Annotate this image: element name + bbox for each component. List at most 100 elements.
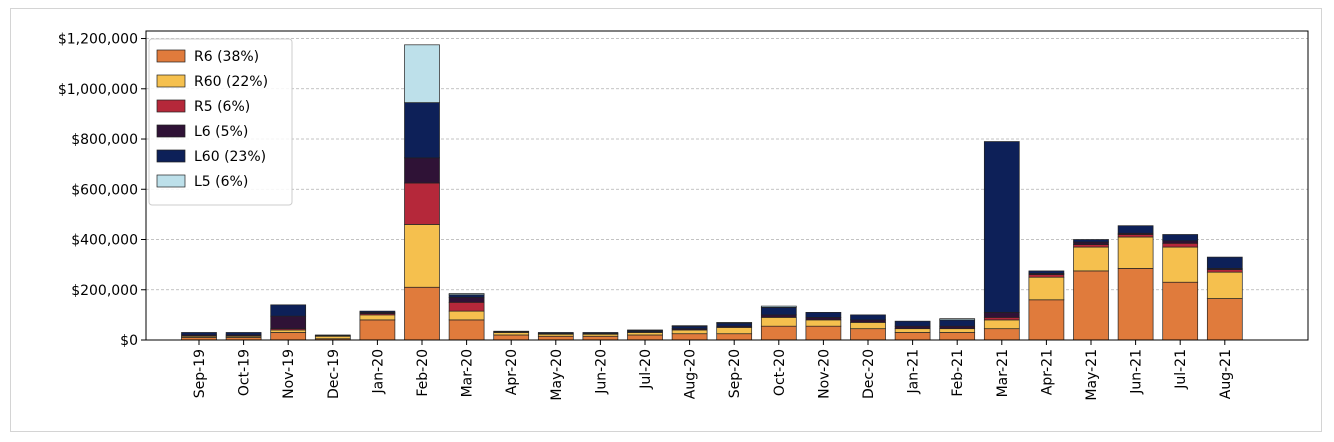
bar-segment bbox=[1073, 270, 1109, 341]
bar-segment bbox=[1117, 225, 1154, 234]
x-tick-label: May-21 bbox=[1084, 349, 1100, 401]
bar-segment bbox=[760, 306, 797, 316]
bar-segment bbox=[1028, 274, 1065, 278]
bar-segment bbox=[314, 335, 351, 340]
x-tick-label: May-20 bbox=[549, 349, 565, 401]
bar-segment bbox=[983, 319, 1020, 330]
bar-segment bbox=[983, 317, 1020, 321]
bar-segment bbox=[225, 332, 262, 336]
bar-segment bbox=[270, 315, 307, 330]
bar-segment bbox=[582, 335, 619, 341]
bar-segment bbox=[805, 319, 842, 327]
y-tick-label: $1,200,000 bbox=[58, 32, 138, 48]
bar-segment bbox=[448, 319, 485, 341]
bar-segment bbox=[448, 301, 485, 312]
x-tick-label: Feb-20 bbox=[415, 349, 431, 397]
y-tick-label: $600,000 bbox=[71, 182, 138, 198]
bar-segment bbox=[270, 304, 307, 317]
bar-segment bbox=[448, 293, 485, 296]
legend-swatch bbox=[156, 174, 186, 188]
bar-segment bbox=[359, 310, 396, 313]
x-tick-label: Aug-21 bbox=[1218, 349, 1234, 399]
x-tick-label: Nov-20 bbox=[816, 349, 832, 399]
plot-border bbox=[145, 30, 1309, 341]
bar-segment bbox=[627, 329, 663, 331]
bar-segment bbox=[448, 310, 485, 321]
bar-segment bbox=[1206, 256, 1243, 269]
bar-segment bbox=[1162, 242, 1199, 248]
x-tick-label: Dec-19 bbox=[326, 349, 342, 399]
legend-swatch bbox=[156, 149, 186, 163]
bar-segment bbox=[716, 327, 753, 335]
bar-segment bbox=[894, 325, 931, 330]
x-tick-label: Jun-20 bbox=[593, 349, 609, 395]
bar-segment bbox=[1117, 268, 1154, 341]
bar-segment bbox=[1206, 271, 1243, 299]
bar-segment bbox=[1073, 246, 1109, 272]
bar-segment bbox=[1206, 298, 1243, 341]
x-tick-label: Oct-19 bbox=[237, 349, 253, 396]
bar-segment bbox=[537, 332, 574, 334]
bar-segment bbox=[1162, 234, 1199, 242]
legend-entry-label: L6 (5%) bbox=[194, 124, 248, 140]
legend-entry-label: R60 (22%) bbox=[194, 74, 268, 90]
bar-segment bbox=[805, 317, 842, 321]
bar-segment bbox=[359, 319, 396, 341]
bar-segment bbox=[493, 332, 530, 336]
bar-segment bbox=[760, 305, 797, 308]
bar-segment bbox=[716, 333, 753, 341]
bar-segment bbox=[760, 325, 797, 341]
bar-segment bbox=[805, 325, 842, 341]
bar-segment bbox=[850, 328, 886, 341]
x-tick-label: Nov-19 bbox=[281, 349, 297, 399]
legend-entry-label: R5 (6%) bbox=[194, 99, 250, 115]
bar-segment bbox=[1117, 236, 1154, 269]
y-tick-label: $200,000 bbox=[71, 283, 138, 299]
y-tick-label: $800,000 bbox=[71, 132, 138, 148]
bar-segment bbox=[983, 328, 1020, 341]
x-tick-label: Apr-20 bbox=[504, 349, 520, 395]
bar-segment bbox=[627, 332, 663, 336]
bar-segment bbox=[493, 334, 530, 341]
bar-segment bbox=[314, 334, 351, 337]
bar-segment bbox=[671, 325, 708, 330]
bar-segment bbox=[448, 294, 485, 298]
bar-segment bbox=[850, 322, 886, 330]
bar-segment bbox=[805, 312, 842, 318]
bar-segment bbox=[1162, 281, 1199, 341]
x-tick-label: Jul-21 bbox=[1173, 349, 1189, 390]
bar-segment bbox=[404, 182, 440, 225]
bar-segment bbox=[404, 224, 440, 288]
y-axis: $0 $200,000 $400,000 $600,000 $800,000 $1,000… bbox=[58, 32, 146, 349]
x-tick-label: Oct-20 bbox=[772, 349, 788, 396]
y-tick-label: $1,000,000 bbox=[58, 82, 138, 98]
stacked-bar-chart: $0 $200,000 $400,000 $600,000 $800,000 $1,000… bbox=[58, 30, 1309, 401]
bar-segment bbox=[939, 318, 976, 321]
bar-segment bbox=[404, 286, 440, 341]
bar-segment bbox=[1073, 244, 1109, 248]
x-tick-label: Feb-21 bbox=[950, 349, 966, 397]
bar-segment bbox=[1028, 276, 1065, 301]
legend-entry-label: L5 (6%) bbox=[194, 174, 248, 190]
bar-segment bbox=[894, 328, 931, 333]
bar-segment bbox=[850, 319, 886, 323]
x-tick-label: Dec-20 bbox=[861, 349, 877, 399]
legend-entry-label: R6 (38%) bbox=[194, 49, 259, 65]
bar-segment bbox=[939, 325, 976, 330]
bar-segment bbox=[404, 102, 440, 159]
bar-segment bbox=[1073, 239, 1109, 243]
bar-segment bbox=[894, 332, 931, 341]
bar-segment bbox=[181, 332, 217, 336]
bar-segment bbox=[448, 296, 485, 303]
bar-segment bbox=[939, 332, 976, 341]
bar-segment bbox=[760, 317, 797, 327]
bar-segment bbox=[270, 332, 307, 341]
bar-segment bbox=[716, 322, 753, 327]
x-tick-label: Aug-20 bbox=[683, 349, 699, 399]
bar-segment bbox=[760, 314, 797, 318]
bar-segment bbox=[939, 319, 976, 327]
bar-segment bbox=[850, 314, 886, 321]
bar-segment bbox=[404, 44, 440, 103]
bar-segment bbox=[582, 332, 619, 334]
bar-segment bbox=[404, 157, 440, 184]
